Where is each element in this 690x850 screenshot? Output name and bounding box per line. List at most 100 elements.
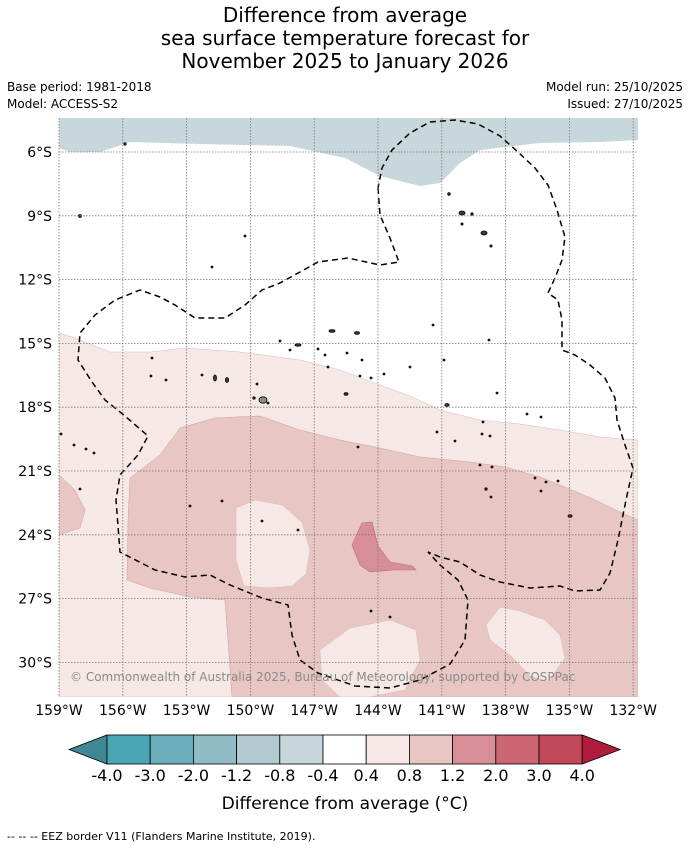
island <box>460 222 464 226</box>
latitude-label: 24°S <box>18 528 52 544</box>
colorbar-tick-label: -4.0 <box>91 766 123 785</box>
meta-right: Model run: 25/10/2025 Issued: 27/10/2025 <box>546 79 683 113</box>
island <box>326 365 330 369</box>
island <box>288 348 292 352</box>
island <box>480 432 484 436</box>
colorbar-swatch <box>149 734 194 765</box>
island <box>567 514 573 518</box>
graticule <box>58 118 638 697</box>
island <box>210 265 214 269</box>
island <box>164 378 168 382</box>
island <box>84 447 88 451</box>
colorbar <box>67 734 622 765</box>
colorbar-swatch <box>495 734 540 765</box>
island <box>447 192 451 196</box>
colorbar-swatch <box>408 734 453 765</box>
island <box>539 489 543 493</box>
latitude-label: 21°S <box>18 464 52 480</box>
island <box>213 374 217 382</box>
island <box>294 343 302 347</box>
island <box>345 351 349 355</box>
meta-left: Base period: 1981-2018 Model: ACCESS-S2 <box>7 79 152 113</box>
island <box>354 331 360 335</box>
eez-border <box>77 119 634 689</box>
colorbar-tick-label: -0.4 <box>307 766 339 785</box>
island <box>243 234 247 238</box>
issued-date: Issued: 27/10/2025 <box>567 97 683 111</box>
model-run: Model run: 25/10/2025 <box>545 80 683 94</box>
island <box>358 374 362 378</box>
island <box>444 403 450 407</box>
island <box>488 434 492 438</box>
latitude-label: 18°S <box>18 400 52 416</box>
title-line-3: November 2025 to January 2026 <box>181 49 509 73</box>
island <box>296 528 300 532</box>
island <box>435 430 439 434</box>
colorbar-tick-label: 3.0 <box>526 766 552 785</box>
island <box>382 372 386 376</box>
longitude-label: 150°W <box>227 703 275 719</box>
island <box>489 244 493 248</box>
island <box>369 609 373 613</box>
title-line-1: Difference from average <box>222 3 468 27</box>
island <box>481 420 485 424</box>
island <box>525 412 529 416</box>
colorbar-tick-label: 0.8 <box>396 766 423 785</box>
warm-pocket-west <box>235 499 311 589</box>
colorbar-swatch <box>279 734 324 765</box>
island <box>489 495 493 499</box>
colorbar-swatch <box>452 734 497 765</box>
island <box>200 373 204 377</box>
base-period: Base period: 1981-2018 <box>7 80 152 94</box>
island <box>431 323 435 327</box>
island <box>356 445 360 449</box>
longitude-label: 147°W <box>290 703 338 719</box>
island <box>149 374 153 378</box>
colorbar-tick-label: 0.4 <box>353 766 379 785</box>
latitude-label: 15°S <box>18 336 52 352</box>
longitude-label: 141°W <box>418 703 466 719</box>
map-title: Difference from average sea surface temp… <box>0 4 690 73</box>
island <box>260 519 264 523</box>
island <box>255 382 259 386</box>
latitude-label: 6°S <box>27 145 52 161</box>
longitude-label: 156°W <box>99 703 147 719</box>
island <box>480 230 488 236</box>
island <box>556 479 560 483</box>
island <box>123 142 127 146</box>
longitude-label: 144°W <box>354 703 402 719</box>
latitude-label: 12°S <box>18 273 52 289</box>
longitude-label: 132°W <box>609 703 657 719</box>
colorbar-tick-label: 1.2 <box>439 766 466 785</box>
colorbar-swatch <box>236 734 281 765</box>
island <box>224 377 229 383</box>
model-name: Model: ACCESS-S2 <box>7 97 119 111</box>
latitude-label: 27°S <box>18 592 52 608</box>
colorbar-extend-low <box>67 734 108 765</box>
island <box>78 487 82 491</box>
island <box>544 480 548 484</box>
colorbar-swatch <box>106 734 151 765</box>
longitude-labels: 159°W 156°W 153°W 150°W 147°W 144°W 141°W 138°W… <box>35 703 657 719</box>
island <box>408 365 412 369</box>
colorbar-title: Difference from average (°C) <box>221 794 469 814</box>
longitude-label: 138°W <box>482 703 530 719</box>
colorbar-tick-label: -1.2 <box>220 766 253 785</box>
island <box>369 376 373 380</box>
island <box>258 396 268 404</box>
island <box>220 499 224 503</box>
latitude-labels: 6°S 9°S 12°S 15°S 18°S 21°S 24°S 27°S 30°S <box>18 145 52 671</box>
island <box>278 339 282 343</box>
island <box>316 347 320 351</box>
island <box>252 396 256 400</box>
island <box>150 356 154 360</box>
island <box>495 391 499 395</box>
warm-pocket-south <box>319 619 421 697</box>
copyright-notice: © Commonwealth of Australia 2025, Bureau… <box>70 670 575 684</box>
island <box>266 401 270 405</box>
latitude-label: 9°S <box>27 209 52 225</box>
colorbar-swatch <box>192 734 237 765</box>
colorbar-swatch <box>322 734 367 765</box>
island <box>442 358 446 362</box>
